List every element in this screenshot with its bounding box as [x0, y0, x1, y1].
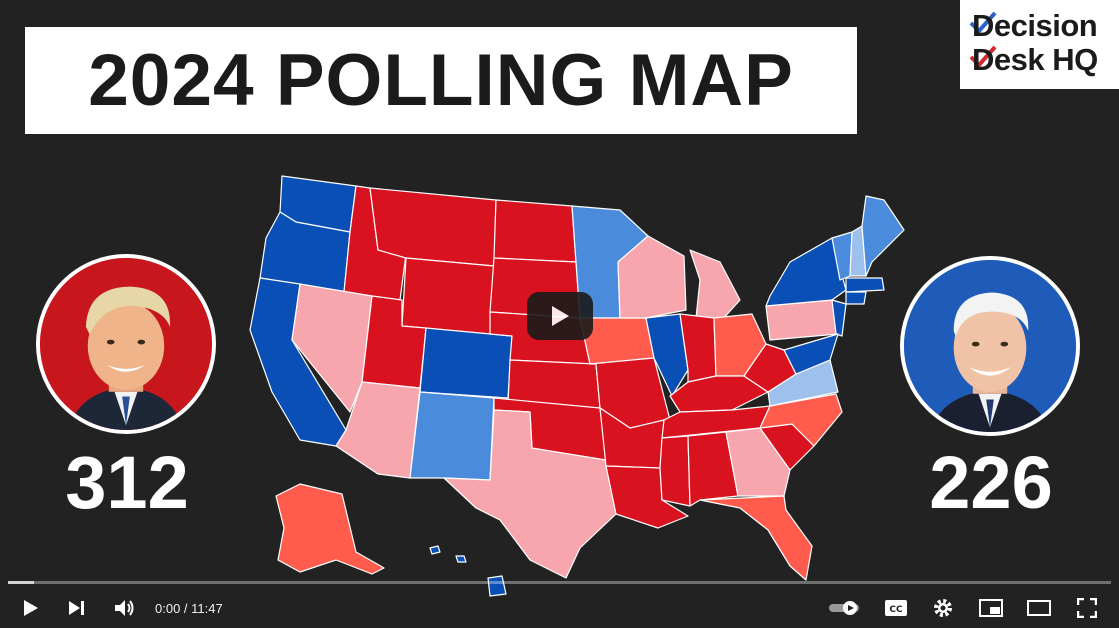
play-icon: [24, 600, 38, 616]
theater-mode-button[interactable]: [1022, 588, 1056, 628]
logo-line-2: Desk HQ: [972, 42, 1098, 77]
state-north-carolina: [759, 393, 843, 447]
state-texas: [443, 409, 617, 579]
state-alaska: [275, 483, 385, 575]
autoplay-toggle-icon: [829, 601, 859, 615]
player-controls: 0:00 / 11:47 CC: [0, 588, 1119, 628]
state-maine: [861, 195, 905, 277]
time-display: 0:00 / 11:47: [155, 600, 223, 616]
fullscreen-icon: [1077, 598, 1097, 618]
state-nevada: [291, 283, 373, 413]
video-title: 2024 POLLING MAP: [88, 40, 794, 121]
state-colorado: [419, 327, 513, 399]
settings-icon: [934, 599, 952, 617]
state-arizona: [335, 381, 421, 479]
state-wyoming: [401, 257, 495, 335]
state-michigan: [689, 249, 741, 321]
state-new-jersey: [831, 299, 847, 337]
title-banner: 2024 POLLING MAP: [25, 27, 857, 134]
settings-button[interactable]: [926, 588, 960, 628]
state-alabama: [687, 431, 739, 507]
candidate-right-portrait: [900, 256, 1080, 436]
decision-desk-logo: Decision Desk HQ: [960, 0, 1119, 89]
state-new-mexico: [409, 391, 495, 481]
state-massachusetts: [845, 277, 885, 293]
play-button[interactable]: [14, 588, 48, 628]
play-icon: [552, 306, 569, 326]
left-electoral-votes: 312: [65, 441, 189, 524]
theater-icon: [1027, 600, 1051, 616]
svg-text:CC: CC: [889, 605, 903, 615]
state-north-dakota: [493, 199, 577, 263]
state-wisconsin: [617, 235, 687, 319]
miniplayer-icon: [979, 599, 1003, 617]
volume-icon: [115, 600, 134, 616]
state-hawaii: [429, 545, 507, 597]
autoplay-toggle[interactable]: [826, 588, 864, 628]
center-play-button[interactable]: [527, 292, 593, 340]
state-georgia: [725, 427, 791, 497]
progress-played: [8, 581, 35, 584]
right-electoral-votes: 226: [929, 441, 1053, 524]
volume-button[interactable]: [108, 588, 142, 628]
state-mississippi: [659, 435, 691, 507]
candidate-left-portrait: [36, 254, 216, 434]
state-illinois: [645, 313, 689, 397]
next-button[interactable]: [60, 588, 94, 628]
miniplayer-button[interactable]: [974, 588, 1008, 628]
fullscreen-button[interactable]: [1070, 588, 1104, 628]
state-florida: [699, 495, 813, 581]
captions-icon: CC: [885, 600, 907, 616]
captions-button[interactable]: CC: [879, 588, 913, 628]
state-connecticut: [845, 291, 867, 305]
check-icon: [969, 45, 997, 68]
check-icon: [969, 11, 997, 34]
logo-line-1: Decision: [972, 8, 1098, 43]
state-maryland: [783, 333, 839, 375]
progress-bar[interactable]: [8, 581, 1111, 584]
us-electoral-map: [249, 175, 905, 597]
state-pennsylvania: [765, 299, 839, 341]
next-icon: [69, 601, 84, 615]
